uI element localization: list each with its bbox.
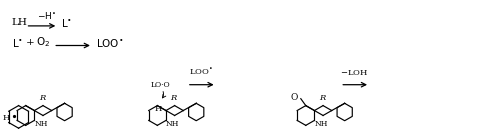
Text: LOO$^{\bullet}$: LOO$^{\bullet}$ [188,66,213,77]
Text: +: + [26,38,35,47]
Text: NH: NH [314,120,328,128]
Text: NH: NH [34,120,48,128]
Text: $-\mathrm{H}^{\bullet}$: $-\mathrm{H}^{\bullet}$ [38,10,56,21]
Text: $\mathrm{L}^{\bullet}$: $\mathrm{L}^{\bullet}$ [61,17,72,29]
Text: H: H [3,115,10,122]
Text: H: H [154,105,162,113]
Text: O: O [290,93,298,102]
Text: R: R [39,94,45,102]
Text: LO·O: LO·O [150,81,170,89]
Text: NH: NH [166,120,179,128]
Text: $\mathrm{O}_2$: $\mathrm{O}_2$ [36,36,51,49]
Text: $\mathrm{L}^{\bullet}$: $\mathrm{L}^{\bullet}$ [12,37,23,49]
Text: LH: LH [12,18,28,27]
Text: $\mathrm{LOO}^{\bullet}$: $\mathrm{LOO}^{\bullet}$ [96,37,124,49]
Text: R: R [170,94,177,102]
Text: R: R [319,94,325,102]
Text: $-$LOH: $-$LOH [340,68,368,77]
